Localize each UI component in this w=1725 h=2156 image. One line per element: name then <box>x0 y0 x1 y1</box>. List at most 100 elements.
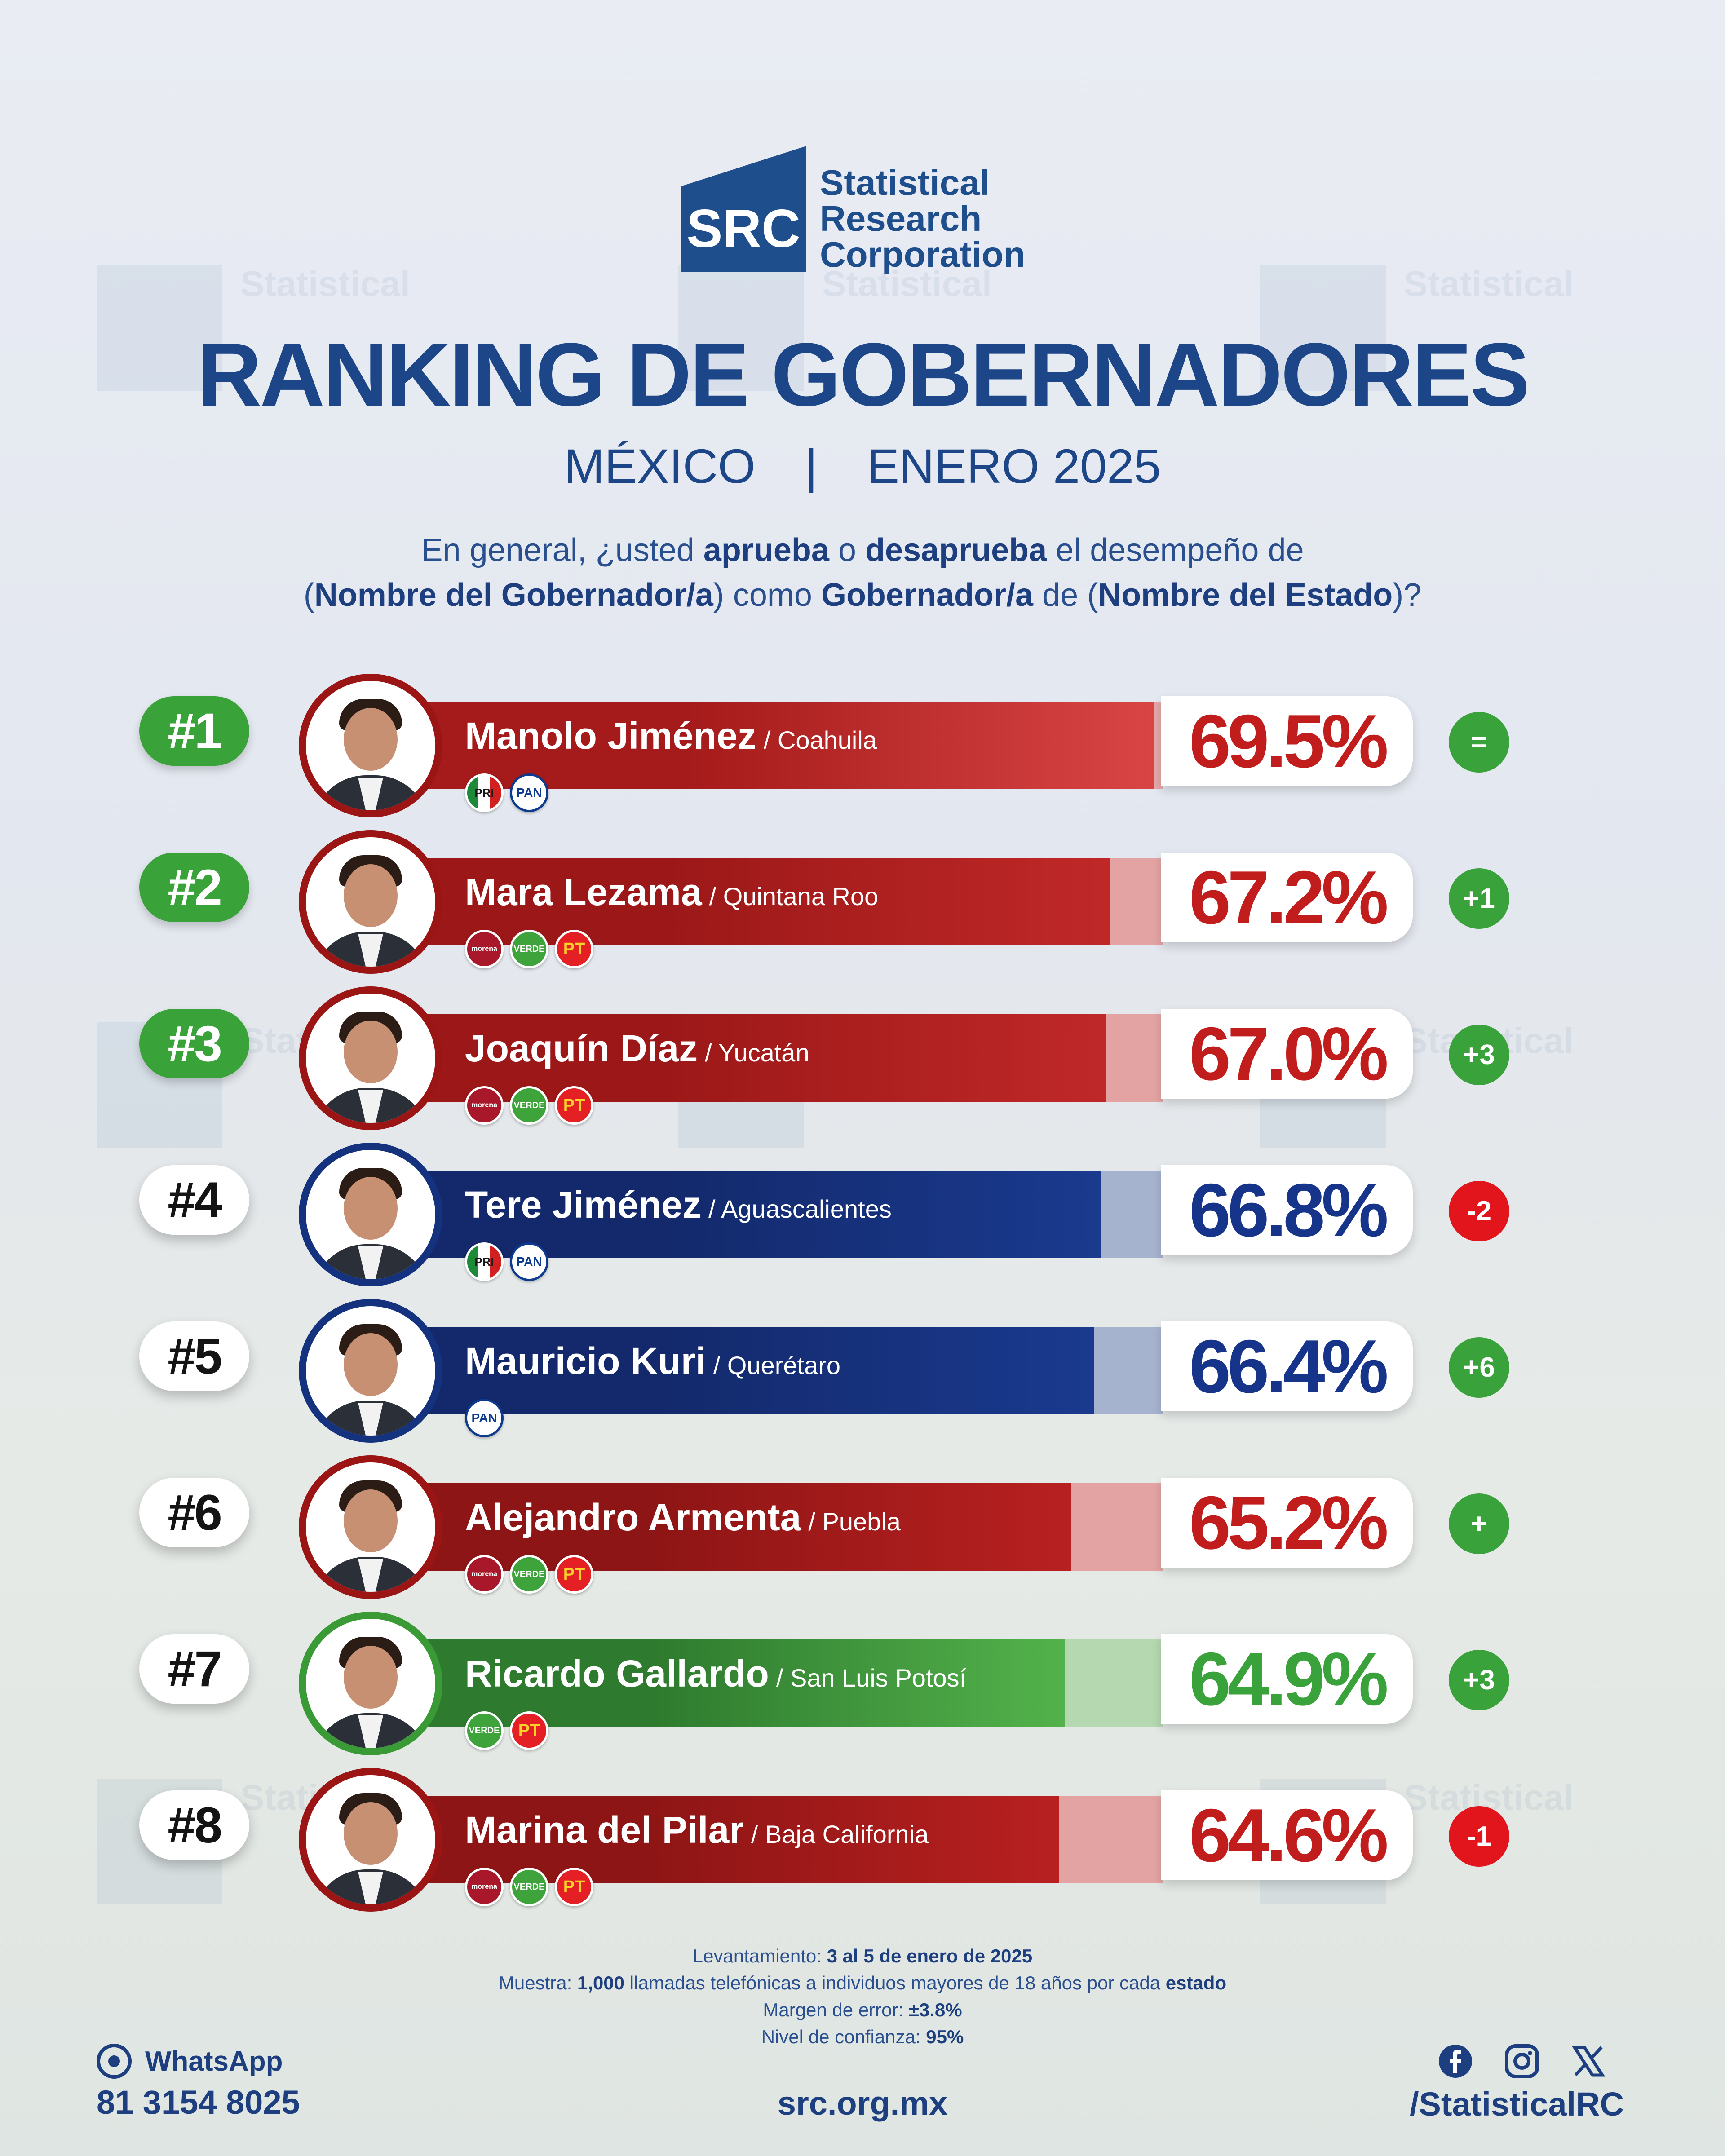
portrait-face <box>344 1021 398 1083</box>
governor-photo <box>299 1612 442 1755</box>
approval-bar-remainder <box>1154 702 1163 789</box>
governor-photo <box>299 1299 442 1443</box>
question-text: de ( <box>1033 577 1098 613</box>
approval-bar-fill <box>373 1327 1094 1414</box>
src-logo: SRC Statistical Research Corporation <box>681 146 1026 273</box>
governor-photo <box>299 1455 442 1599</box>
party-logo-morena: morena <box>465 1868 504 1906</box>
note-text: Muestra: <box>498 1972 577 1993</box>
rank-change-badge: +6 <box>1449 1337 1509 1398</box>
note-text: Levantamiento: <box>692 1945 827 1966</box>
approval-bar-fill <box>373 1014 1106 1102</box>
party-logo-pan: PAN <box>465 1399 504 1437</box>
approval-value: 66.4% <box>1161 1321 1413 1411</box>
rank-badge: #4 <box>139 1165 249 1235</box>
note-value: ±3.8% <box>908 1999 962 2020</box>
rank-change-badge: + <box>1449 1493 1509 1554</box>
governor-name-label: Manolo Jiménez / Coahuila <box>465 714 877 758</box>
watermark: Statistical <box>1260 265 1574 391</box>
page-subtitle: MÉXICO | ENERO 2025 <box>0 438 1725 494</box>
rank-change-badge: = <box>1449 712 1509 773</box>
note-text: Margen de error: <box>763 1999 909 2020</box>
approval-bar-fill <box>373 1171 1102 1258</box>
ranking-row: #4 Tere Jiménez / Aguascalientes PRI PAN 66.8… <box>0 1143 1725 1300</box>
ranking-row: #1 Manolo Jiménez / Coahuila PRI PAN 69.5% = <box>0 674 1725 831</box>
instagram-icon[interactable] <box>1504 2044 1539 2079</box>
whatsapp-phone[interactable]: 81 3154 8025 <box>97 2084 300 2121</box>
party-logo-pt: PT <box>555 1086 593 1125</box>
approval-value: 64.9% <box>1161 1634 1413 1724</box>
portrait-face <box>344 1333 398 1396</box>
rank-change-badge: +3 <box>1449 1025 1509 1085</box>
approval-value: 67.2% <box>1161 853 1413 942</box>
portrait-face <box>344 1802 398 1865</box>
approval-bar <box>373 702 1163 789</box>
state-name: / Puebla <box>808 1507 901 1536</box>
governor-name-label: Ricardo Gallardo / San Luis Potosí <box>465 1652 966 1696</box>
party-logo-pt: PT <box>555 1555 593 1594</box>
governor-photo <box>299 1143 442 1286</box>
approval-bar <box>373 1639 1163 1727</box>
party-logos: morena VERDE PT <box>465 1555 593 1594</box>
social-handle[interactable]: /StatisticalRC <box>1409 2085 1624 2123</box>
watermark: Statistical <box>97 265 410 391</box>
question-text: o <box>829 532 865 568</box>
party-logo-pt: PT <box>555 1868 593 1906</box>
approval-bar-remainder <box>1070 1483 1163 1571</box>
question-emphasis: desaprueba <box>865 532 1047 568</box>
approval-value: 65.2% <box>1161 1478 1413 1568</box>
question-text: ( <box>303 577 314 613</box>
ranking-row: #3 Joaquín Díaz / Yucatán morena VERDE PT 67.0… <box>0 986 1725 1144</box>
question-text: )? <box>1393 577 1422 613</box>
approval-bar-fill <box>373 858 1110 945</box>
rank-badge: #3 <box>139 1009 249 1078</box>
methodology-notes: Levantamiento: 3 al 5 de enero de 2025 M… <box>0 1943 1725 2050</box>
party-logos: morena VERDE PT <box>465 1086 593 1125</box>
governor-photo <box>299 1768 442 1912</box>
portrait-face <box>344 1646 398 1709</box>
governor-photo <box>299 830 442 974</box>
social-links: /StatisticalRC <box>1410 2044 1624 2123</box>
rank-change-badge: +1 <box>1449 868 1509 929</box>
subtitle-country: MÉXICO <box>564 439 756 493</box>
approval-bar <box>373 858 1163 945</box>
note-value: 95% <box>926 2026 964 2047</box>
party-logo-morena: morena <box>465 1086 504 1125</box>
question-emphasis: aprueba <box>703 532 829 568</box>
state-name: / Yucatán <box>705 1038 809 1067</box>
party-logos: PRI PAN <box>465 773 548 812</box>
note-value: 3 al 5 de enero de 2025 <box>827 1945 1033 1966</box>
facebook-icon[interactable] <box>1438 2044 1473 2079</box>
governor-photo <box>299 986 442 1130</box>
party-logo-pri: PRI <box>465 1242 504 1281</box>
governor-name-label: Joaquín Díaz / Yucatán <box>465 1027 809 1070</box>
governor-name: Tere Jiménez <box>465 1184 702 1226</box>
governor-photo <box>299 674 442 817</box>
rank-change-badge: -1 <box>1449 1806 1509 1867</box>
website-link[interactable]: src.org.mx <box>777 2085 948 2122</box>
governor-name-label: Marina del Pilar / Baja California <box>465 1808 929 1852</box>
governor-name: Joaquín Díaz <box>465 1027 698 1069</box>
approval-value: 67.0% <box>1161 1009 1413 1099</box>
watermark: Statistical <box>678 265 992 391</box>
party-logo-verde: VERDE <box>510 1868 548 1906</box>
whatsapp-contact[interactable]: WhatsApp 81 3154 8025 <box>97 2044 300 2121</box>
approval-bar <box>373 1014 1163 1102</box>
question-emphasis: Nombre del Gobernador/a <box>314 577 713 613</box>
approval-bar-remainder <box>1094 1327 1163 1414</box>
party-logos: PAN <box>465 1399 504 1437</box>
logo-line-1: Statistical <box>820 163 990 203</box>
question-emphasis: Gobernador/a <box>821 577 1034 613</box>
approval-bar <box>373 1171 1163 1258</box>
approval-value: 69.5% <box>1161 696 1413 786</box>
party-logos: VERDE PT <box>465 1711 548 1750</box>
rank-badge: #2 <box>139 853 249 922</box>
rank-change-badge: +3 <box>1449 1650 1509 1710</box>
x-icon[interactable] <box>1571 2044 1606 2079</box>
governor-name: Marina del Pilar <box>465 1809 744 1851</box>
survey-question: En general, ¿usted aprueba o desaprueba … <box>0 528 1725 618</box>
party-logos: PRI PAN <box>465 1242 548 1281</box>
party-logo-verde: VERDE <box>510 1555 548 1594</box>
state-name: / Aguascalientes <box>708 1195 892 1223</box>
question-emphasis: Nombre del Estado <box>1098 577 1393 613</box>
